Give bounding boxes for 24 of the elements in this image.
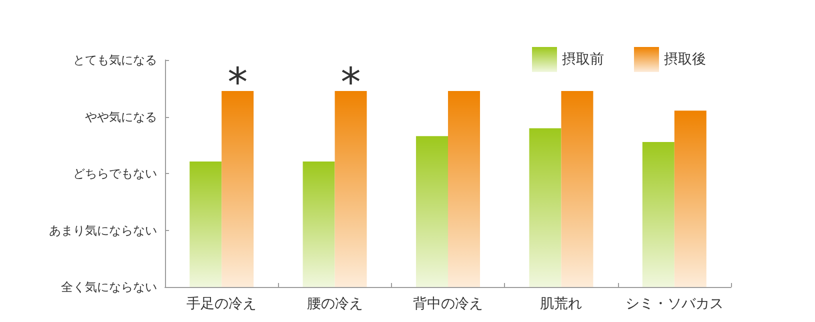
text: 全く気にならない [61, 280, 157, 294]
text: やや気になる [85, 110, 157, 124]
bar [448, 91, 480, 287]
x-tick-label: シミ・ソバカス [625, 296, 724, 312]
bar [674, 110, 706, 287]
bar [416, 136, 448, 287]
bar [561, 91, 594, 287]
x-tick-label: 背中の冷え [413, 296, 483, 312]
bar [529, 128, 562, 287]
legend-label: 摂取後 [664, 52, 706, 68]
text: どちらでもない [73, 166, 157, 180]
bar [642, 142, 674, 287]
bar [334, 91, 367, 287]
text: あまり気にならない [49, 223, 157, 238]
bar [190, 162, 222, 287]
annotation: * [228, 60, 248, 106]
text: とても気になる [73, 53, 157, 67]
bar [222, 91, 254, 287]
x-tick-label: 手足の冷え [186, 296, 257, 312]
x-tick-label: 肌荒れ [540, 296, 582, 312]
annotation: * [340, 60, 361, 106]
x-tick-label: 腰の冷え [306, 296, 363, 312]
legend-label: 摂取前 [562, 52, 604, 68]
bar [302, 162, 335, 287]
